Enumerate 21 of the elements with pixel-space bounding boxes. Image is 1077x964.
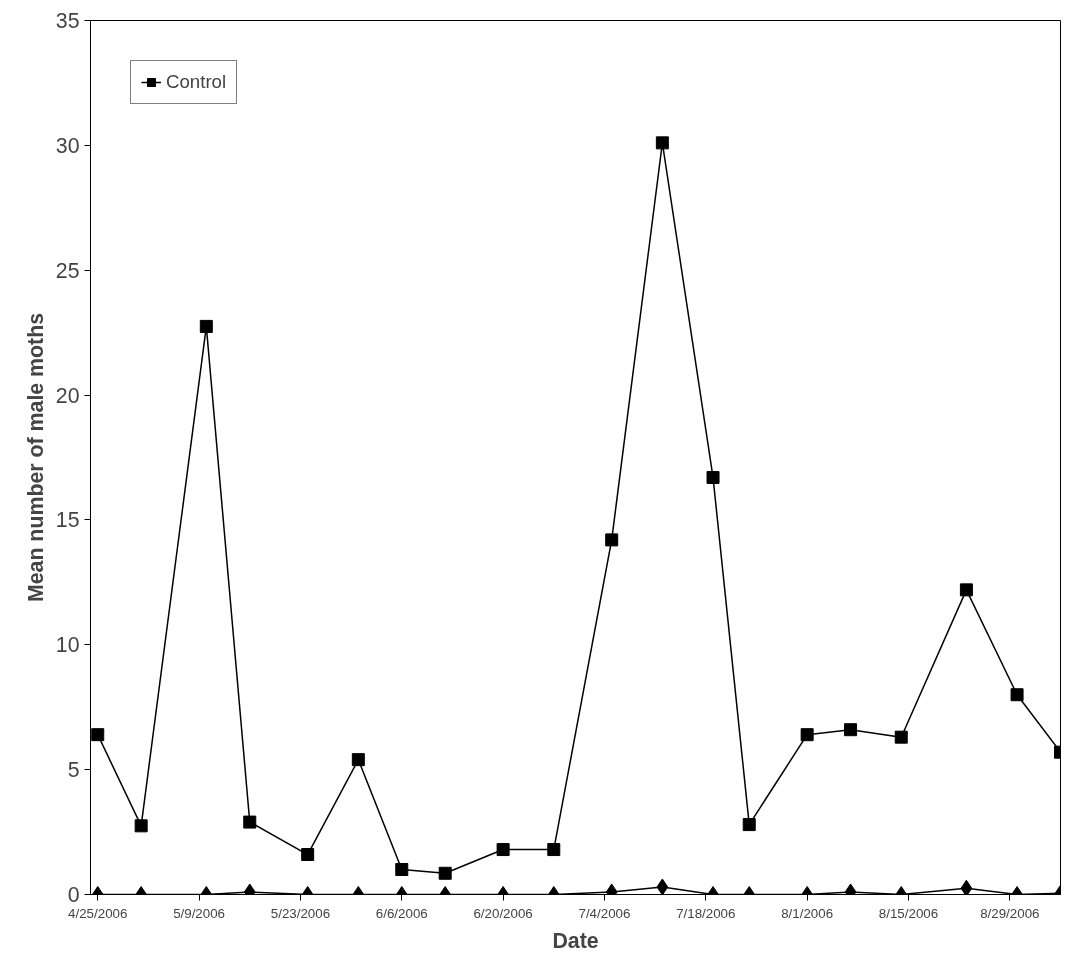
y-tick-label: 5 [67,758,80,783]
y-tick-label: 15 [55,508,80,533]
x-tick-label: 8/1/2006 [781,905,834,921]
x-axis-title: Date [552,928,599,953]
y-tick-label: 35 [55,9,80,33]
x-tick-label: 8/15/2006 [878,905,939,921]
y-tick-label: 10 [55,633,80,658]
legend-label: Control [166,71,227,93]
x-tick-label: 5/23/2006 [270,905,331,921]
x-tick-label: 7/18/2006 [676,905,736,921]
x-tick-label: 8/29/2006 [980,905,1040,921]
y-tick-label: 30 [55,133,80,158]
x-tick-label: 4/25/2006 [68,905,128,921]
x-tick-label: 7/4/2006 [578,905,631,921]
x-tick-label: 6/6/2006 [375,905,428,921]
y-axis-title: Mean number of male moths [23,312,48,603]
x-tick-label: 6/20/2006 [473,905,533,921]
y-tick-label: 25 [55,258,80,283]
y-tick-label: 20 [55,383,80,408]
y-tick-label: 0 [67,883,80,907]
x-tick-label: 5/9/2006 [173,905,226,921]
